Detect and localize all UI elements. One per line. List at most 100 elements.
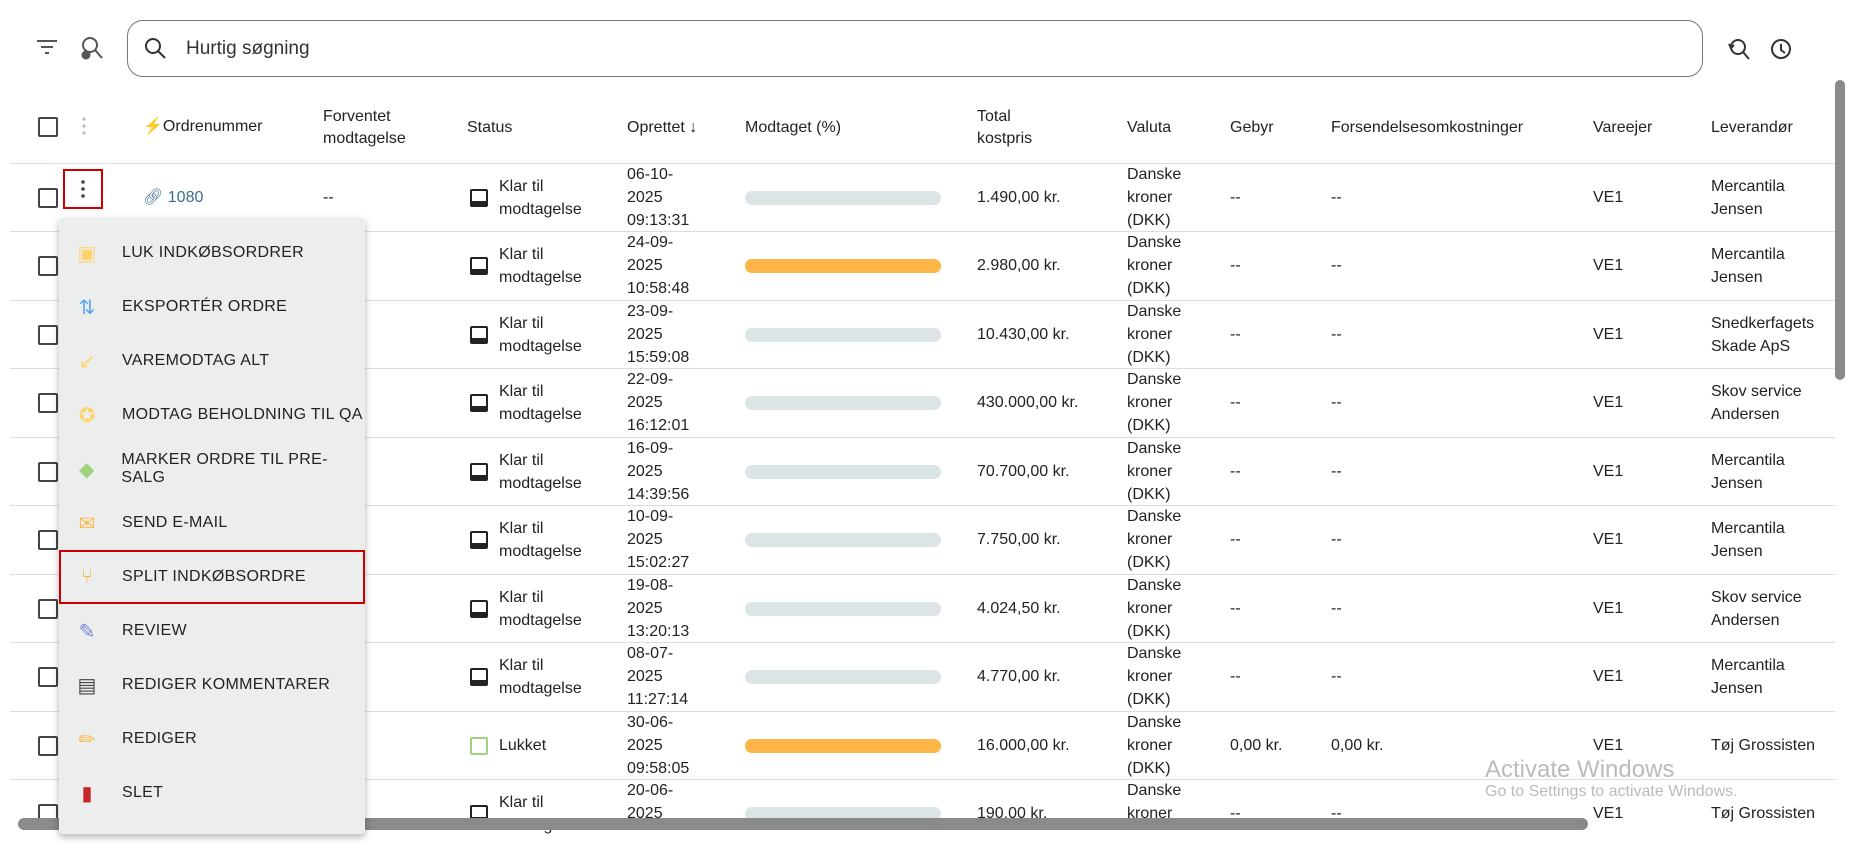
owner: VE1 [1593,668,1624,685]
fee: -- [1230,463,1241,480]
history-icon[interactable] [1768,36,1794,67]
owner: VE1 [1593,257,1624,274]
order-link[interactable]: 🔗︎ 1080 [143,186,203,209]
table-row[interactable]: Klar til modtagelse 23-09-2025 15:59:08 10… [10,300,1835,369]
table-row[interactable]: Klar til modtagelse 22-09-2025 16:12:01 43… [10,368,1835,437]
header-forventet[interactable]: Forventet modtagelse [323,108,406,147]
inbox-icon [470,600,488,618]
table-row[interactable]: Klar til modtagelse 19-08-2025 13:20:13 4.… [10,574,1835,643]
row-actions-button[interactable] [63,169,103,209]
table-row[interactable]: Klar til modtagelse 16-09-2025 14:39:56 70… [10,437,1835,506]
menu-item-marker-ordre-til-pre-salg[interactable]: ◆ MARKER ORDRE TIL PRE-SALG [59,442,365,496]
created-date: 30-06-2025 09:58:05 [627,714,690,777]
menu-item-label: VAREMODTAG ALT [122,352,270,369]
header-leverandor[interactable]: Leverandør [1711,119,1793,136]
header-total[interactable]: Total kostpris [977,108,1033,147]
menu-item-label: REVIEW [122,622,187,639]
award-icon: ✪ [78,404,96,427]
header-modtaget[interactable]: Modtaget (%) [745,119,842,136]
row-checkbox[interactable] [38,599,58,619]
header-gebyr[interactable]: Gebyr [1230,119,1274,136]
row-checkbox[interactable] [38,462,58,482]
menu-item-eksport-r-ordre[interactable]: ⇅ EKSPORTÉR ORDRE [59,280,365,334]
owner: VE1 [1593,463,1624,480]
table-row[interactable]: Klar til modtagelse 10-09-2025 15:02:27 7.… [10,505,1835,574]
select-all-checkbox[interactable] [38,117,58,137]
row-checkbox[interactable] [38,736,58,756]
menu-item-split-indkøbsordre[interactable]: ⑂ SPLIT INDKØBSORDRE [59,550,365,604]
table-row[interactable]: Klar til modtagelse 24-09-2025 10:58:48 2.… [10,231,1835,300]
currency: Danske kroner (DKK) [1127,166,1182,229]
tag-icon: ◆ [78,458,95,481]
currency: Danske kroner (DKK) [1127,714,1182,777]
fee: -- [1230,326,1241,343]
supplier: Mercantila Jensen [1711,520,1785,560]
currency: Danske kroner (DKK) [1127,508,1182,571]
status-text: Klar til modtagelse [499,589,582,629]
inbox-icon [470,463,488,481]
header-label: Oprettet [627,119,685,136]
table-row[interactable]: Klar til modtagelse 08-07-2025 11:27:14 4.… [10,642,1835,711]
header-ordrenummer[interactable]: ⚡Ordrenummer [143,116,263,138]
menu-item-modtag-beholdning-til-qa[interactable]: ✪ MODTAG BEHOLDNING TIL QA [59,388,365,442]
header-vareejer[interactable]: Vareejer [1593,119,1653,136]
supplier: Mercantila Jensen [1711,246,1785,286]
row-checkbox[interactable] [38,393,58,413]
supplier: Mercantila Jensen [1711,452,1785,492]
owner: VE1 [1593,394,1624,411]
owner: VE1 [1593,600,1624,617]
supplier: Tøj Grossisten [1711,805,1816,822]
clear-search-icon[interactable] [78,35,104,61]
menu-item-slet[interactable]: ▮ SLET [59,766,365,820]
status-text: Klar til modtagelse [499,452,582,492]
header-valuta[interactable]: Valuta [1127,119,1172,136]
vertical-scrollbar[interactable] [1835,80,1845,380]
row-checkbox[interactable] [38,256,58,276]
column-menu-icon[interactable] [80,116,88,136]
row-checkbox[interactable] [38,530,58,550]
pencil-icon: ✏ [78,728,96,751]
menu-item-rediger[interactable]: ✏ REDIGER [59,712,365,766]
total-cost: 430.000,00 kr. [977,394,1079,411]
menu-item-luk-indkøbsordrer[interactable]: ▣ LUK INDKØBSORDRER [59,226,365,280]
table-row[interactable]: 🔗︎ 1080 -- Klar til modtagelse 06-10-2025 0… [10,163,1835,232]
sort-desc-icon: ↓ [689,119,698,136]
currency: Danske kroner (DKK) [1127,234,1182,297]
owner: VE1 [1593,531,1624,548]
menu-item-send-e-mail[interactable]: ✉ SEND E-MAIL [59,496,365,550]
created-date: 22-09-2025 16:12:01 [627,371,690,434]
inbox-icon [470,394,488,412]
total-cost: 7.750,00 kr. [977,531,1061,548]
reset-search-icon[interactable] [1725,36,1751,67]
header-status[interactable]: Status [467,119,513,136]
status-text: Klar til modtagelse [499,794,582,834]
inbox-icon [470,189,488,207]
comment-icon: ▤ [77,674,97,697]
total-cost: 4.024,50 kr. [977,600,1061,617]
received-progress-bar [745,533,941,547]
horizontal-scrollbar[interactable] [18,818,1588,830]
shipping-cost: -- [1331,600,1342,617]
search-input[interactable]: Hurtig søgning [127,20,1703,77]
menu-item-varemodtag-alt[interactable]: ↙ VAREMODTAG ALT [59,334,365,388]
status-text: Klar til modtagelse [499,383,582,423]
menu-item-rediger-kommentarer[interactable]: ▤ REDIGER KOMMENTARER [59,658,365,712]
row-checkbox[interactable] [38,667,58,687]
row-checkbox[interactable] [38,188,58,208]
header-forsendelse[interactable]: Forsendelsesomkostninger [1331,119,1524,136]
filter-icon[interactable] [36,38,58,56]
calendar-check-icon: ▣ [77,242,97,265]
received-progress-bar [745,328,941,342]
menu-item-label: LUK INDKØBSORDRER [122,244,305,261]
shipping-cost: -- [1331,189,1342,206]
shipping-cost: -- [1331,805,1342,822]
total-cost: 4.770,00 kr. [977,668,1061,685]
fee: -- [1230,600,1241,617]
supplier: Snedkerfagets Skade ApS [1711,315,1815,355]
currency: Danske kroner (DKK) [1127,303,1182,366]
row-checkbox[interactable] [38,325,58,345]
received-progress-bar [745,739,941,753]
menu-item-review[interactable]: ✎ REVIEW [59,604,365,658]
header-oprettet[interactable]: Oprettet ↓ [627,117,697,139]
created-date: 06-10-2025 09:13:31 [627,166,690,229]
